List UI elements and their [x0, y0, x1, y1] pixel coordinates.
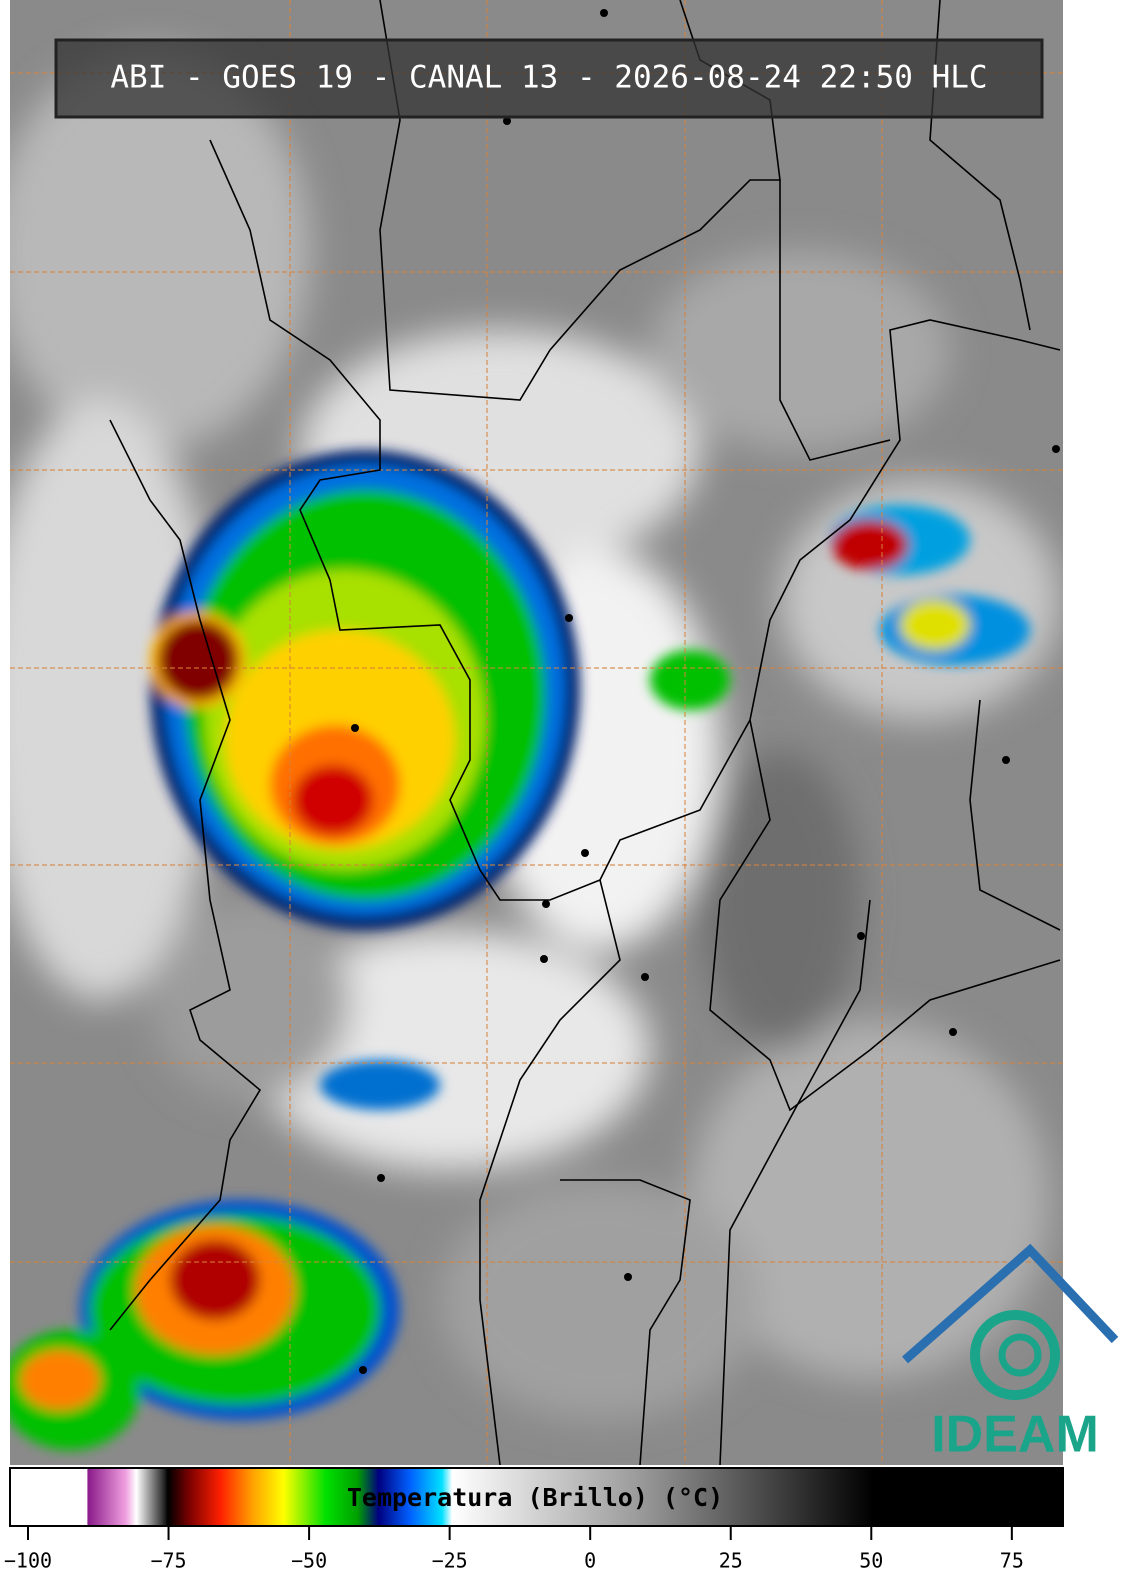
colorbar: Temperatura (Brillo) (°C) −100 −75 −50 −25 0… [4, 1467, 1064, 1573]
colorbar-tick-label: 0 [584, 1549, 596, 1573]
logo-roof [902, 1243, 1119, 1364]
logo-swirl [998, 1333, 1042, 1377]
logo: IDEAM [902, 1243, 1119, 1464]
colorbar-tick-label: −25 [432, 1549, 468, 1573]
colorbar-tick-label: −100 [4, 1549, 52, 1573]
colorbar-tick-label: 50 [859, 1549, 883, 1573]
title-box [54, 38, 1044, 119]
colorbar-tick-label: 75 [1000, 1549, 1024, 1573]
colorbar-scale [9, 1467, 1064, 1527]
logo-swirl [970, 1310, 1060, 1400]
imagery [10, 0, 1063, 1465]
lat-lon-grid [10, 0, 1063, 1465]
colorbar-tick-label: −75 [150, 1549, 186, 1573]
colorbar-label: Temperatura (Brillo) (°C) [347, 1483, 723, 1512]
logo-text: IDEAM [931, 1406, 1099, 1464]
colorbar-tick-label: 25 [719, 1549, 743, 1573]
cities [351, 9, 1060, 1374]
title: ABI - GOES 19 - CANAL 13 - 2026-08-24 22… [110, 60, 987, 96]
colorbar-tick-label: −50 [291, 1549, 327, 1573]
